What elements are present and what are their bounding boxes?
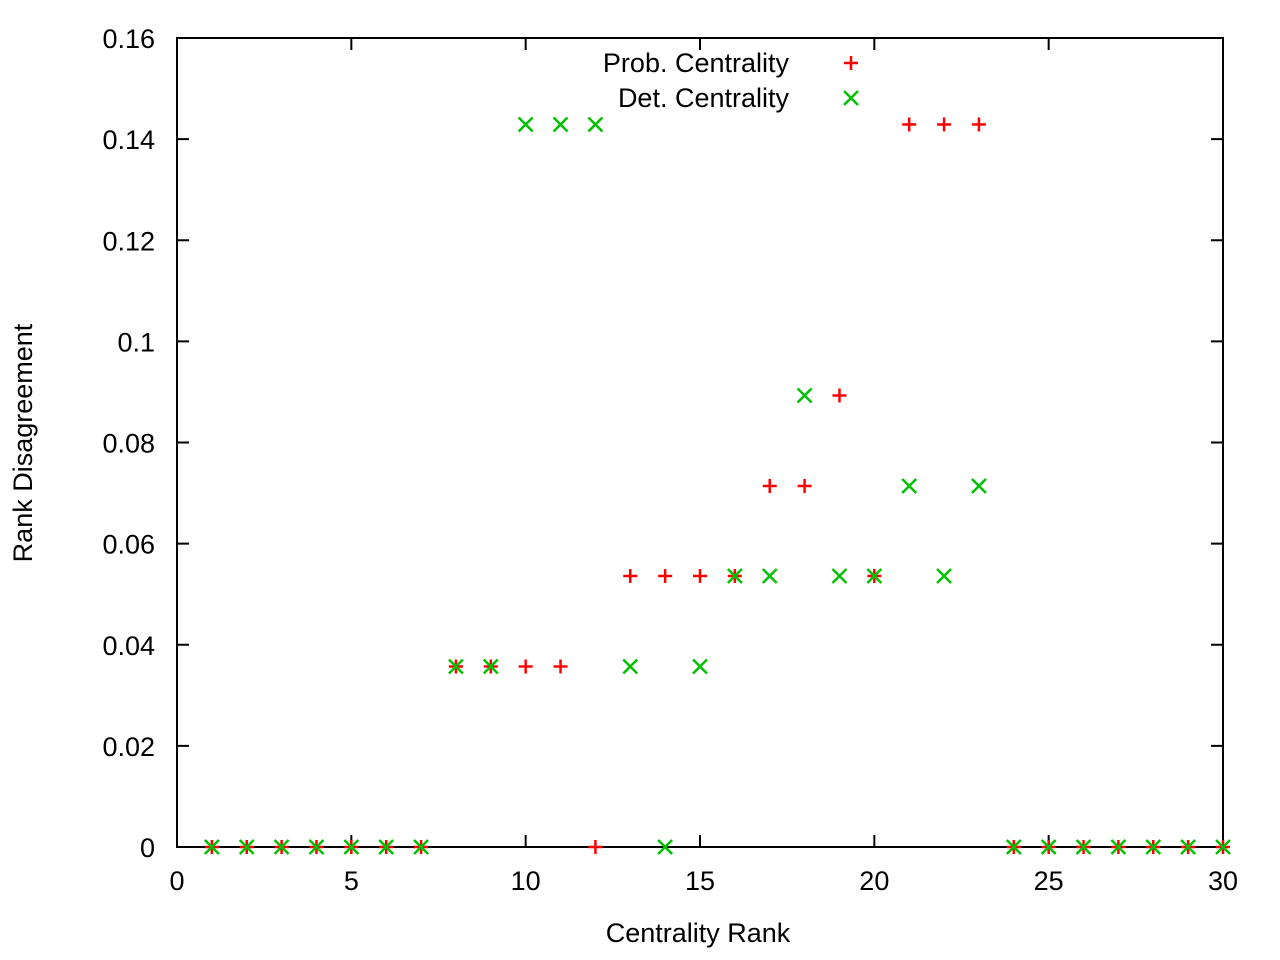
point-prob-centrality (553, 659, 568, 674)
y-tick-label: 0.04 (102, 631, 155, 661)
point-det-centrality (482, 658, 499, 675)
x-tick-label: 15 (685, 866, 715, 896)
ticks-layer: 0 5 10 15 20 25 30 0 0.02 0.04 0.06 0.08 0.1 0.12 0.14… (102, 24, 1238, 896)
y-tick-label: 0.06 (102, 530, 155, 560)
y-tick-label: 0 (140, 833, 155, 863)
point-det-centrality (831, 568, 848, 584)
point-prob-centrality (797, 478, 812, 493)
point-det-centrality (657, 839, 674, 855)
legend: Prob. Centrality Det. Centrality (603, 48, 859, 113)
point-prob-centrality (658, 568, 673, 583)
legend-label-det-centrality: Det. Centrality (618, 83, 790, 113)
point-det-centrality (552, 116, 569, 133)
x-tick-label: 5 (344, 866, 359, 896)
point-det-centrality (413, 839, 429, 855)
point-det-centrality (587, 116, 604, 133)
point-det-centrality (796, 387, 813, 404)
point-det-centrality (1215, 839, 1231, 855)
y-tick-label: 0.16 (102, 24, 155, 54)
legend-symbol-prob-centrality (844, 56, 858, 70)
point-prob-centrality (762, 478, 777, 493)
x-tick-label: 10 (511, 866, 541, 896)
point-det-centrality (1110, 839, 1127, 855)
point-det-centrality (448, 658, 464, 675)
point-det-centrality (866, 568, 883, 584)
y-tick-label: 0.14 (102, 125, 155, 155)
point-det-centrality (517, 116, 534, 133)
point-det-centrality (726, 568, 743, 584)
point-det-centrality (308, 839, 325, 855)
point-det-centrality (1180, 839, 1197, 855)
point-prob-centrality (902, 117, 917, 132)
point-det-centrality (1075, 839, 1092, 855)
x-tick-label: 20 (859, 866, 889, 896)
y-axis-label: Rank Disagreement (8, 323, 38, 562)
y-tick-label: 0.02 (102, 732, 155, 762)
point-prob-centrality (693, 568, 707, 583)
point-det-centrality (1040, 839, 1057, 855)
point-det-centrality (1005, 839, 1022, 855)
point-det-centrality (936, 568, 952, 584)
y-tick-label: 0.08 (102, 429, 155, 459)
point-prob-centrality (518, 659, 533, 674)
point-prob-centrality (588, 840, 603, 854)
point-prob-centrality (832, 388, 847, 403)
plot-frame (176, 37, 1224, 848)
point-det-centrality (901, 478, 918, 494)
point-det-centrality (971, 478, 987, 494)
legend-marker-prob-centrality (844, 56, 858, 70)
point-prob-centrality (971, 117, 986, 132)
x-tick-label: 30 (1208, 866, 1238, 896)
point-det-centrality (273, 839, 290, 855)
y-tick-label: 0.1 (117, 327, 155, 357)
point-det-centrality (203, 839, 220, 855)
legend-symbol-det-centrality (843, 90, 859, 106)
point-det-centrality (622, 658, 639, 675)
point-prob-centrality (623, 568, 638, 583)
point-det-centrality (343, 839, 360, 855)
point-det-centrality (692, 658, 708, 675)
point-prob-centrality (937, 117, 952, 132)
points-layer (203, 116, 1231, 855)
x-tick-label: 25 (1034, 866, 1064, 896)
point-det-centrality (761, 568, 778, 584)
point-det-centrality (378, 839, 395, 855)
point-det-centrality (1145, 839, 1162, 855)
point-det-centrality (238, 839, 255, 855)
legend-marker-det-centrality (843, 90, 859, 106)
y-tick-label: 0.12 (102, 226, 155, 256)
x-tick-label: 0 (169, 866, 184, 896)
x-axis-label: Centrality Rank (606, 918, 791, 948)
legend-label-prob-centrality: Prob. Centrality (603, 48, 790, 78)
